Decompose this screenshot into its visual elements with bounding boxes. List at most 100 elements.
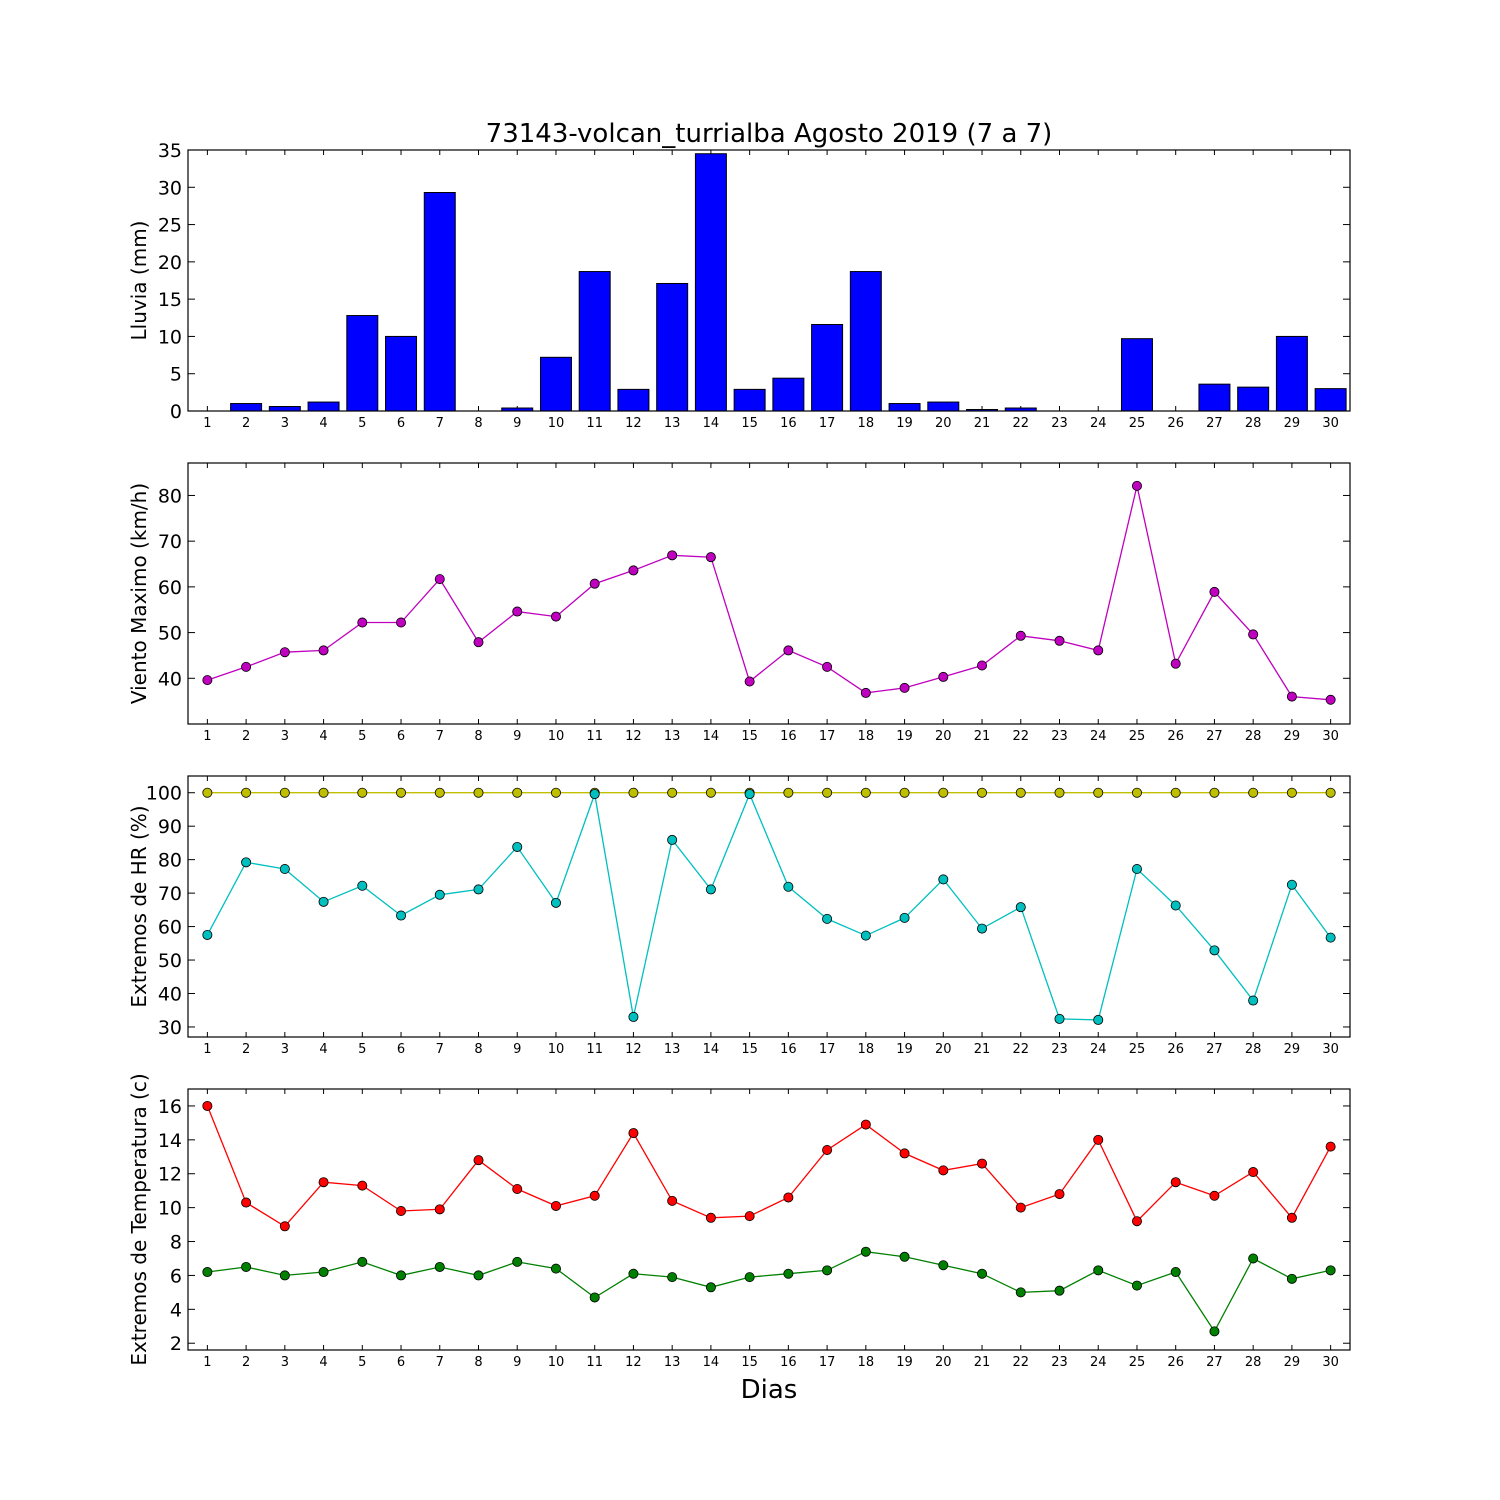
data-point-1-day-26 xyxy=(1170,1177,1181,1188)
y-tick-label: 50 xyxy=(158,623,182,645)
y-tick-label: 14 xyxy=(158,1130,182,1152)
x-tick-label: 6 xyxy=(397,416,405,431)
data-point-2-day-20 xyxy=(938,1260,949,1271)
bar-day-10 xyxy=(539,356,572,412)
bar-day-14 xyxy=(694,153,727,412)
bar-day-13 xyxy=(656,282,689,412)
y-tick-label: 0 xyxy=(170,401,182,423)
x-tick-label: 20 xyxy=(935,729,952,744)
data-point-2-day-5 xyxy=(357,880,368,891)
data-point-2-day-13 xyxy=(667,1272,678,1283)
x-tick-label: 9 xyxy=(513,1042,521,1057)
x-tick-label: 18 xyxy=(858,729,875,744)
y-tick-label: 2 xyxy=(170,1333,182,1355)
data-point-2-day-15 xyxy=(744,1272,755,1283)
data-point-1-day-6 xyxy=(396,617,407,628)
x-tick-label: 29 xyxy=(1284,729,1301,744)
x-tick-label: 4 xyxy=(319,416,327,431)
x-tick-label: 5 xyxy=(358,416,366,431)
data-point-1-day-5 xyxy=(357,617,368,628)
x-tick-label: 5 xyxy=(358,1042,366,1057)
x-tick-label: 12 xyxy=(625,1355,642,1370)
axes-frame xyxy=(187,462,1351,725)
x-tick-label: 26 xyxy=(1167,1042,1184,1057)
data-point-1-day-25 xyxy=(1131,480,1142,491)
x-tick-label: 17 xyxy=(819,729,836,744)
data-point-1-day-29 xyxy=(1286,691,1297,702)
data-point-1-day-30 xyxy=(1325,787,1336,798)
data-point-2-day-24 xyxy=(1093,1265,1104,1276)
data-point-2-day-1 xyxy=(202,1267,213,1278)
data-point-2-day-1 xyxy=(202,929,213,940)
x-tick-label: 23 xyxy=(1051,1355,1068,1370)
data-point-2-day-10 xyxy=(550,897,561,908)
x-tick-label: 24 xyxy=(1090,1042,1107,1057)
x-tick-label: 6 xyxy=(397,1355,405,1370)
data-point-2-day-12 xyxy=(628,1011,639,1022)
data-point-1-day-28 xyxy=(1248,629,1259,640)
data-point-2-day-14 xyxy=(705,1282,716,1293)
x-tick-label: 19 xyxy=(896,416,913,431)
data-point-2-day-15 xyxy=(744,789,755,800)
y-tick-label: 10 xyxy=(158,326,182,348)
data-point-1-day-14 xyxy=(705,1212,716,1223)
x-tick-label: 13 xyxy=(664,416,681,431)
bar-day-29 xyxy=(1275,335,1308,412)
x-tick-label: 27 xyxy=(1206,729,1223,744)
x-tick-label: 8 xyxy=(474,1042,482,1057)
x-tick-label: 28 xyxy=(1245,1042,1262,1057)
y-tick-label: 70 xyxy=(158,883,182,905)
x-tick-label: 30 xyxy=(1322,1355,1339,1370)
x-tick-label: 20 xyxy=(935,416,952,431)
x-tick-label: 12 xyxy=(625,729,642,744)
data-point-2-day-16 xyxy=(783,881,794,892)
data-point-1-day-21 xyxy=(977,660,988,671)
x-tick-label: 24 xyxy=(1090,416,1107,431)
x-tick-label: 21 xyxy=(974,416,991,431)
data-point-2-day-2 xyxy=(241,1261,252,1272)
data-point-1-day-25 xyxy=(1131,787,1142,798)
data-point-2-day-8 xyxy=(473,1270,484,1281)
x-tick-label: 13 xyxy=(664,1355,681,1370)
x-tick-label: 27 xyxy=(1206,416,1223,431)
data-point-1-day-20 xyxy=(938,1165,949,1176)
data-point-1-day-8 xyxy=(473,1155,484,1166)
data-point-2-day-6 xyxy=(396,910,407,921)
y-tick-label: 60 xyxy=(158,577,182,599)
x-tick-label: 22 xyxy=(1012,1042,1029,1057)
x-tick-label: 7 xyxy=(436,729,444,744)
x-tick-label: 12 xyxy=(625,416,642,431)
x-tick-label: 27 xyxy=(1206,1355,1223,1370)
bar-day-30 xyxy=(1314,388,1347,412)
data-point-1-day-16 xyxy=(783,1192,794,1203)
bar-day-12 xyxy=(617,388,650,412)
data-point-1-day-18 xyxy=(860,787,871,798)
x-tick-label: 23 xyxy=(1051,1042,1068,1057)
data-point-1-day-7 xyxy=(434,1204,445,1215)
x-tick-label: 15 xyxy=(741,416,758,431)
x-tick-label: 16 xyxy=(780,1355,797,1370)
x-tick-label: 14 xyxy=(703,1042,720,1057)
x-tick-label: 21 xyxy=(974,729,991,744)
x-tick-label: 16 xyxy=(780,729,797,744)
data-point-1-day-16 xyxy=(783,787,794,798)
bar-day-25 xyxy=(1120,338,1153,412)
x-tick-label: 2 xyxy=(242,1355,250,1370)
data-point-1-day-13 xyxy=(667,1195,678,1206)
data-point-1-day-24 xyxy=(1093,1134,1104,1145)
data-point-2-day-6 xyxy=(396,1270,407,1281)
data-point-2-day-23 xyxy=(1054,1285,1065,1296)
data-point-1-day-17 xyxy=(822,661,833,672)
data-point-2-day-22 xyxy=(1015,1287,1026,1298)
y-tick-label: 100 xyxy=(146,783,182,805)
axes-frame xyxy=(187,775,1351,1038)
data-point-2-day-26 xyxy=(1170,900,1181,911)
x-tick-label: 6 xyxy=(397,729,405,744)
x-tick-label: 29 xyxy=(1284,1042,1301,1057)
x-tick-label: 14 xyxy=(703,416,720,431)
x-tick-label: 8 xyxy=(474,729,482,744)
data-point-1-day-23 xyxy=(1054,635,1065,646)
x-tick-label: 20 xyxy=(935,1355,952,1370)
